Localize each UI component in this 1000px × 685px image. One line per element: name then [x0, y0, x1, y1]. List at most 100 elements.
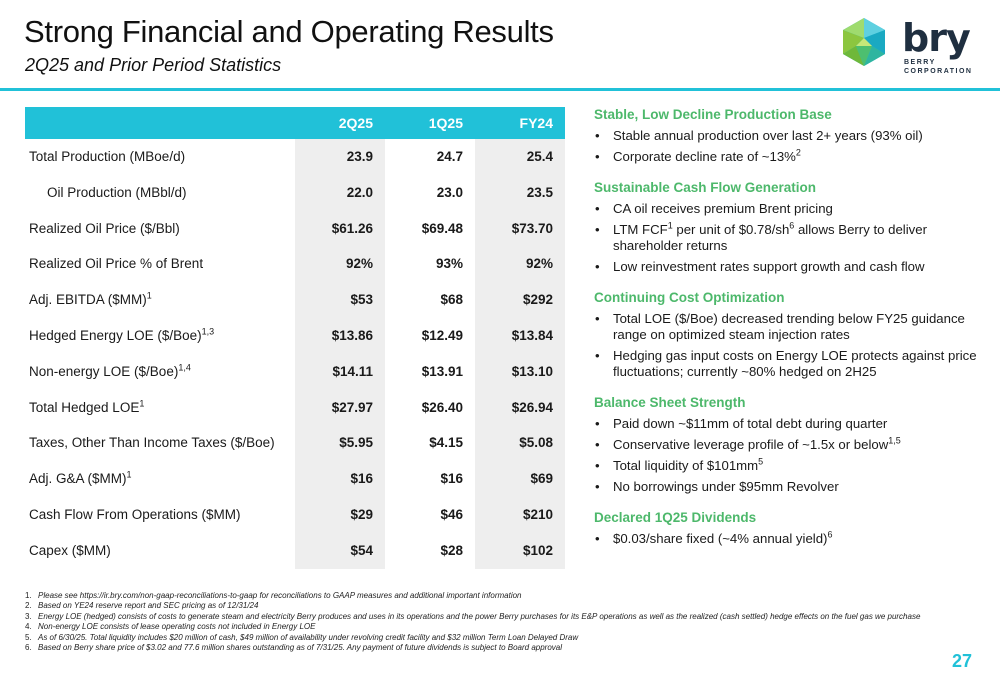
table-row: Capex ($MM) $54 $28 $102: [25, 533, 565, 569]
bullet-icon: •: [595, 458, 600, 473]
bullet-icon: •: [595, 149, 600, 164]
footnote-ref: 1: [146, 290, 152, 301]
section-title: Balance Sheet Strength: [594, 395, 746, 410]
table-cell: $13.91: [421, 363, 463, 379]
table-cell: 25.4: [526, 149, 553, 164]
logo-subtext: BERRY CORPORATION: [904, 58, 972, 76]
footnote-text: Non-energy LOE consists of lease operati…: [38, 622, 316, 632]
page-title: Strong Financial and Operating Results: [24, 14, 554, 49]
page-number: 27: [952, 651, 973, 671]
table-cell: $61.26: [331, 220, 373, 236]
bullet-icon: •: [595, 201, 600, 216]
bullet-item: • $0.03/share fixed (~4% annual yield)6: [594, 529, 984, 547]
footnote-ref: 1,3: [201, 326, 215, 337]
table-cell: $29: [350, 507, 373, 522]
row-label-text: Hedged Energy LOE ($/Boe): [29, 328, 202, 343]
row-label: Adj. EBITDA ($MM)1: [29, 282, 152, 318]
table-row: Realized Oil Price ($/Bbl) $61.26 $69.48 $7…: [25, 211, 565, 247]
table-row: Adj. G&A ($MM)1 $16 $16 $69: [25, 461, 565, 497]
table-row: Non-energy LOE ($/Boe)1,4 $14.11 $13.91 $13…: [25, 354, 565, 390]
row-label-text: Total Hedged LOE: [29, 399, 140, 415]
bullet-text: LTM FCF: [613, 222, 668, 237]
table-cell: $14.11: [332, 363, 373, 379]
bullet-icon: •: [595, 348, 600, 363]
footnote-text: Based on Berry share price of $3.02 and …: [38, 643, 563, 653]
highlight-section: Stable, Low Decline Production Base • Stab…: [594, 106, 984, 165]
table-row: Adj. EBITDA ($MM)1 $53 $68 $292: [25, 282, 565, 318]
row-label: Cash Flow From Operations ($MM): [29, 497, 241, 533]
table-cell: 23.0: [436, 184, 463, 200]
section-title: Sustainable Cash Flow Generation: [594, 180, 817, 195]
table-cell: $53: [350, 292, 373, 308]
footnote-item: 5. As of 6/30/25. Total liquidity include…: [25, 633, 925, 643]
table-cell: 93%: [435, 256, 463, 272]
row-label: Oil Production (MBbl/d): [47, 175, 187, 211]
table-cell: $13.10: [511, 363, 553, 379]
table-header: 2Q25 1Q25 FY24: [25, 107, 565, 139]
table-row: Cash Flow From Operations ($MM) $29 $46 $21…: [25, 497, 565, 533]
bullet-item: • Paid down ~$11mm of total debt during q…: [594, 416, 984, 432]
table-cell: $5.08: [519, 435, 553, 451]
row-label-text: Non-energy LOE ($/Boe): [29, 363, 179, 379]
row-label: Non-energy LOE ($/Boe)1,4: [29, 354, 191, 390]
bullet-icon: •: [595, 437, 600, 452]
table-cell: $210: [522, 507, 553, 522]
table-cell: $68: [440, 292, 463, 308]
table-cell: $73.70: [511, 220, 553, 236]
table-cell: 23.9: [346, 149, 373, 164]
table-cell: 24.7: [436, 149, 463, 164]
table-cell: $27.97: [331, 399, 373, 415]
table-cell: $12.49: [421, 328, 463, 343]
footnote-number: 3.: [25, 611, 32, 621]
table-cell: $16: [440, 471, 463, 487]
page-subtitle: 2Q25 and Prior Period Statistics: [25, 55, 282, 75]
row-label: Capex ($MM): [29, 533, 111, 569]
row-label-text: Cash Flow From Operations ($MM): [29, 507, 241, 522]
table-cell: $28: [440, 542, 463, 558]
bullet-icon: •: [595, 311, 600, 326]
highlight-section: Declared 1Q25 Dividends • $0.03/share fixe…: [594, 509, 984, 547]
row-label: Adj. G&A ($MM)1: [29, 461, 132, 497]
table-cell: $13.86: [331, 328, 373, 343]
bullet-list: • $0.03/share fixed (~4% annual yield)6: [594, 529, 984, 547]
table-cell: $69.48: [421, 220, 463, 236]
footnote-ref: 1: [126, 469, 132, 480]
bullet-icon: •: [595, 259, 600, 274]
bullet-text: Paid down ~$11mm of total debt during qu…: [613, 416, 888, 431]
bullet-item: • CA oil receives premium Brent pricing: [594, 201, 984, 217]
bullet-list: • Stable annual production over last 2+ y…: [594, 128, 984, 165]
row-label-text: Realized Oil Price ($/Bbl): [29, 220, 180, 236]
footnote-ref: 6: [827, 529, 833, 540]
bullet-icon: •: [595, 416, 600, 431]
bullet-list: • CA oil receives premium Brent pricing • L…: [594, 201, 984, 275]
table-cell: $16: [350, 471, 373, 487]
row-label-text: Adj. EBITDA ($MM): [29, 292, 147, 308]
table-row: Realized Oil Price % of Brent 92% 93% 92%: [25, 246, 565, 282]
section-title: Stable, Low Decline Production Base: [594, 107, 832, 122]
bullet-item: • Conservative leverage profile of ~1.5x …: [594, 435, 984, 453]
footnote-ref: 1,5: [888, 435, 901, 446]
table-cell: $5.95: [339, 435, 373, 451]
logo-line-2: CORPORATION: [904, 68, 973, 75]
bullet-item: • Total liquidity of $101mm5: [594, 457, 984, 474]
footnotes: 1. Please see https://ir.bry.com/non-gaap…: [25, 591, 925, 653]
column-header: 1Q25: [428, 115, 463, 131]
footnote-number: 5.: [25, 632, 32, 642]
table-cell: $26.94: [511, 399, 553, 415]
bullet-item: • Low reinvestment rates support growth a…: [594, 259, 984, 275]
footnote-ref: 1: [667, 220, 673, 231]
logo-wordmark: bry: [902, 16, 971, 60]
bullet-list: • Total LOE ($/Boe) decreased trending be…: [594, 311, 984, 380]
bullet-icon: •: [595, 479, 600, 494]
highlight-section: Balance Sheet Strength • Paid down ~$11mm …: [594, 394, 984, 495]
bullet-item: • Corporate decline rate of ~13%2: [594, 147, 984, 165]
row-label: Taxes, Other Than Income Taxes ($/Boe): [29, 425, 275, 461]
footnote-ref: 2: [795, 147, 801, 158]
footnote-text: Based on YE24 reserve report and SEC pri…: [38, 601, 259, 611]
footnote-item: 1. Please see https://ir.bry.com/non-gaap…: [25, 591, 925, 601]
bullet-item: • Hedging gas input costs on Energy LOE p…: [594, 348, 984, 380]
bullet-text: Low reinvestment rates support growth an…: [613, 259, 925, 274]
section-title: Continuing Cost Optimization: [594, 290, 785, 305]
bullet-item: • Stable annual production over last 2+ y…: [594, 128, 984, 144]
table-row: Taxes, Other Than Income Taxes ($/Boe) $5…: [25, 425, 565, 461]
